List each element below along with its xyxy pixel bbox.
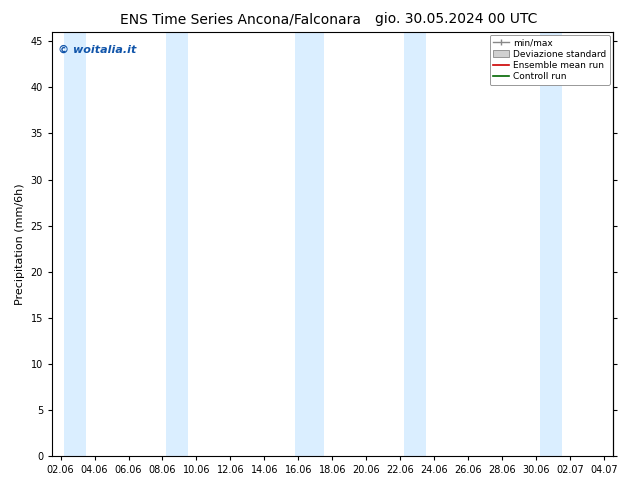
- Bar: [540, 32, 562, 456]
- Text: © woitalia.it: © woitalia.it: [58, 45, 136, 55]
- Text: gio. 30.05.2024 00 UTC: gio. 30.05.2024 00 UTC: [375, 12, 538, 26]
- Text: ENS Time Series Ancona/Falconara: ENS Time Series Ancona/Falconara: [120, 12, 361, 26]
- Bar: [295, 32, 324, 456]
- Legend: min/max, Deviazione standard, Ensemble mean run, Controll run: min/max, Deviazione standard, Ensemble m…: [489, 35, 610, 85]
- Y-axis label: Precipitation (mm/6h): Precipitation (mm/6h): [15, 183, 25, 305]
- Bar: [166, 32, 188, 456]
- Bar: [64, 32, 86, 456]
- Bar: [404, 32, 426, 456]
